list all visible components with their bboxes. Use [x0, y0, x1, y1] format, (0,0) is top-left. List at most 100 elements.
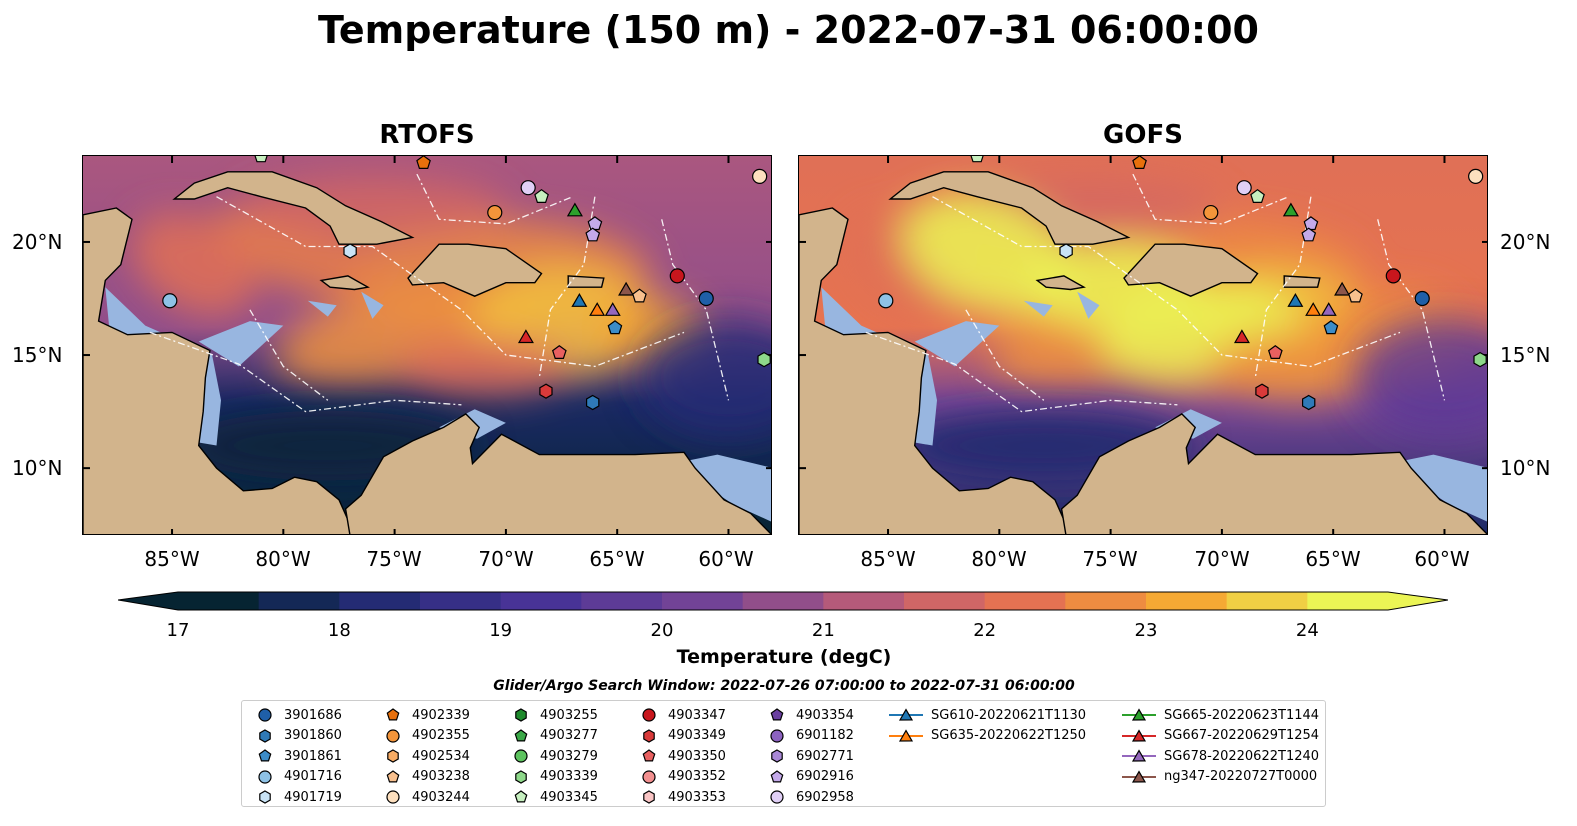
lat-label-20n-right: 20°N — [1500, 230, 1551, 254]
obs-marker-sg665-20220623t1144[interactable] — [1282, 202, 1299, 217]
legend-item-4903354: 4903354 — [766, 705, 854, 725]
pentagon-marker-icon — [514, 790, 528, 803]
legend-item-4903353: 4903353 — [638, 787, 726, 807]
colorbar-tick-22: 22 — [973, 620, 997, 641]
obs-marker-sg610-20220621t1130[interactable] — [571, 292, 588, 307]
colorbar-segment — [904, 592, 986, 610]
legend-label: 4903353 — [668, 789, 726, 805]
land-jamaica — [319, 275, 370, 291]
hexagon-marker-icon — [643, 790, 655, 804]
legend-label: 4902534 — [412, 748, 470, 764]
obs-marker-sg678-20220622t1240[interactable] — [604, 302, 621, 316]
obs-marker-4903350[interactable] — [1267, 345, 1283, 359]
legend-label: SG635-20220622T1250 — [931, 728, 1087, 743]
obs-marker-6902958[interactable] — [1236, 180, 1252, 196]
obs-marker-4902339[interactable] — [1132, 156, 1147, 169]
obs-marker-3901686[interactable] — [698, 290, 714, 307]
colorbar-segment — [500, 592, 582, 610]
obs-marker-4902355[interactable] — [1203, 204, 1219, 221]
legend-label: 4903339 — [540, 769, 598, 784]
obs-marker-4903347[interactable] — [1385, 268, 1401, 284]
legend-item-6902771: 6902771 — [766, 746, 854, 766]
obs-marker-ng347-20220727t0000[interactable] — [618, 281, 635, 296]
obs-marker-3901686[interactable] — [1414, 290, 1430, 307]
map-panel-gofs[interactable] — [798, 155, 1488, 535]
land-puertorico — [1283, 275, 1321, 288]
obs-marker-3901861[interactable] — [607, 320, 623, 335]
circle-marker-icon — [386, 790, 400, 804]
legend-item-sg665-20220623t1144: SG665-20220623T1144 — [1122, 705, 1319, 725]
legend-label: SG667-20220629T1254 — [1164, 728, 1320, 743]
map-panel-rtofs[interactable] — [82, 155, 772, 535]
obs-marker-ng347-20220727t0000[interactable] — [1334, 281, 1351, 296]
lon-label-85w-right: 85°W — [860, 547, 916, 571]
obs-marker-4903238[interactable] — [632, 288, 647, 303]
obs-marker-4901716[interactable] — [162, 293, 178, 309]
triangle-marker-icon — [1122, 728, 1156, 742]
obs-marker-4903339[interactable] — [757, 351, 771, 368]
obs-marker-4902355[interactable] — [487, 204, 503, 221]
obs-marker-4903345[interactable] — [534, 188, 549, 204]
obs-marker-4901719[interactable] — [343, 243, 357, 259]
obs-marker-4903244[interactable] — [752, 168, 768, 184]
colorbar-segment — [1146, 592, 1228, 610]
legend-item-4903339: 4903339 — [510, 767, 598, 787]
legend-label: 3901861 — [284, 748, 342, 764]
triangle-marker-icon — [1122, 749, 1156, 762]
obs-marker-6902916[interactable] — [585, 227, 601, 242]
legend-label: 4903244 — [412, 789, 470, 805]
legend-label: 4903279 — [540, 748, 598, 764]
colorbar-label: Temperature (degC) — [676, 646, 892, 668]
pentagon-marker-icon — [258, 749, 272, 762]
obs-marker-4903347[interactable] — [669, 268, 685, 284]
obs-marker-3901860[interactable] — [586, 394, 600, 411]
obs-marker-4901719[interactable] — [1059, 243, 1073, 259]
hexagon-marker-icon — [771, 749, 783, 763]
obs-marker-4902339[interactable] — [416, 156, 431, 169]
obs-marker-4903345[interactable] — [1250, 188, 1265, 204]
legend-label: 4903277 — [540, 728, 598, 743]
obs-marker-sg667-20220629t1254[interactable] — [1233, 329, 1250, 344]
obs-marker-4903345[interactable] — [970, 156, 984, 163]
obs-marker-sg678-20220622t1240[interactable] — [1320, 302, 1337, 316]
lon-label-80w-right: 80°W — [971, 547, 1027, 571]
legend-item-sg667-20220629t1254: SG667-20220629T1254 — [1122, 726, 1319, 746]
lon-label-65w-right: 65°W — [1305, 547, 1361, 571]
obs-marker-4903339[interactable] — [1473, 351, 1487, 368]
legend-label: 4903349 — [668, 728, 726, 743]
obs-marker-4901716[interactable] — [878, 293, 894, 309]
legend-label: 4901716 — [284, 769, 342, 784]
obs-marker-3901861[interactable] — [1323, 320, 1339, 335]
legend-label: 4903345 — [540, 789, 598, 805]
legend-label: 4903350 — [668, 748, 726, 764]
obs-marker-sg610-20220621t1130[interactable] — [1287, 292, 1304, 307]
colorbar-segment — [1307, 592, 1389, 610]
circle-marker-icon — [770, 790, 784, 804]
obs-marker-sg667-20220629t1254[interactable] — [517, 329, 534, 344]
obs-marker-4903244[interactable] — [1468, 168, 1484, 184]
obs-marker-6902916[interactable] — [1301, 227, 1317, 242]
obs-marker-4903238[interactable] — [1348, 288, 1363, 303]
legend-item-sg635-20220622t1250: SG635-20220622T1250 — [889, 726, 1086, 746]
pentagon-marker-icon — [642, 749, 656, 762]
colorbar-tick-19: 19 — [489, 620, 513, 641]
colorbar-segment — [823, 592, 905, 610]
hexagon-marker-icon — [643, 728, 655, 743]
legend-label: 6902916 — [796, 769, 854, 784]
legend-item-3901860: 3901860 — [254, 726, 342, 746]
lat-label-15n-right: 15°N — [1500, 343, 1551, 367]
lat-label-10n-right: 10°N — [1500, 456, 1551, 480]
legend-label: 4903347 — [668, 707, 726, 723]
obs-marker-4903349[interactable] — [539, 383, 553, 399]
obs-marker-sg665-20220623t1144[interactable] — [566, 202, 583, 217]
obs-marker-4903349[interactable] — [1255, 383, 1269, 399]
obs-marker-sg635-20220622t1250[interactable] — [1305, 302, 1322, 316]
obs-marker-3901860[interactable] — [1302, 394, 1316, 411]
temperature-colorbar — [117, 591, 1449, 615]
obs-marker-sg635-20220622t1250[interactable] — [589, 302, 606, 316]
obs-marker-6902958[interactable] — [520, 180, 536, 196]
legend-item-4903352: 4903352 — [638, 767, 726, 787]
obs-marker-4903345[interactable] — [254, 156, 268, 163]
legend-item-3901686: 3901686 — [254, 705, 342, 725]
obs-marker-4903350[interactable] — [551, 345, 567, 359]
